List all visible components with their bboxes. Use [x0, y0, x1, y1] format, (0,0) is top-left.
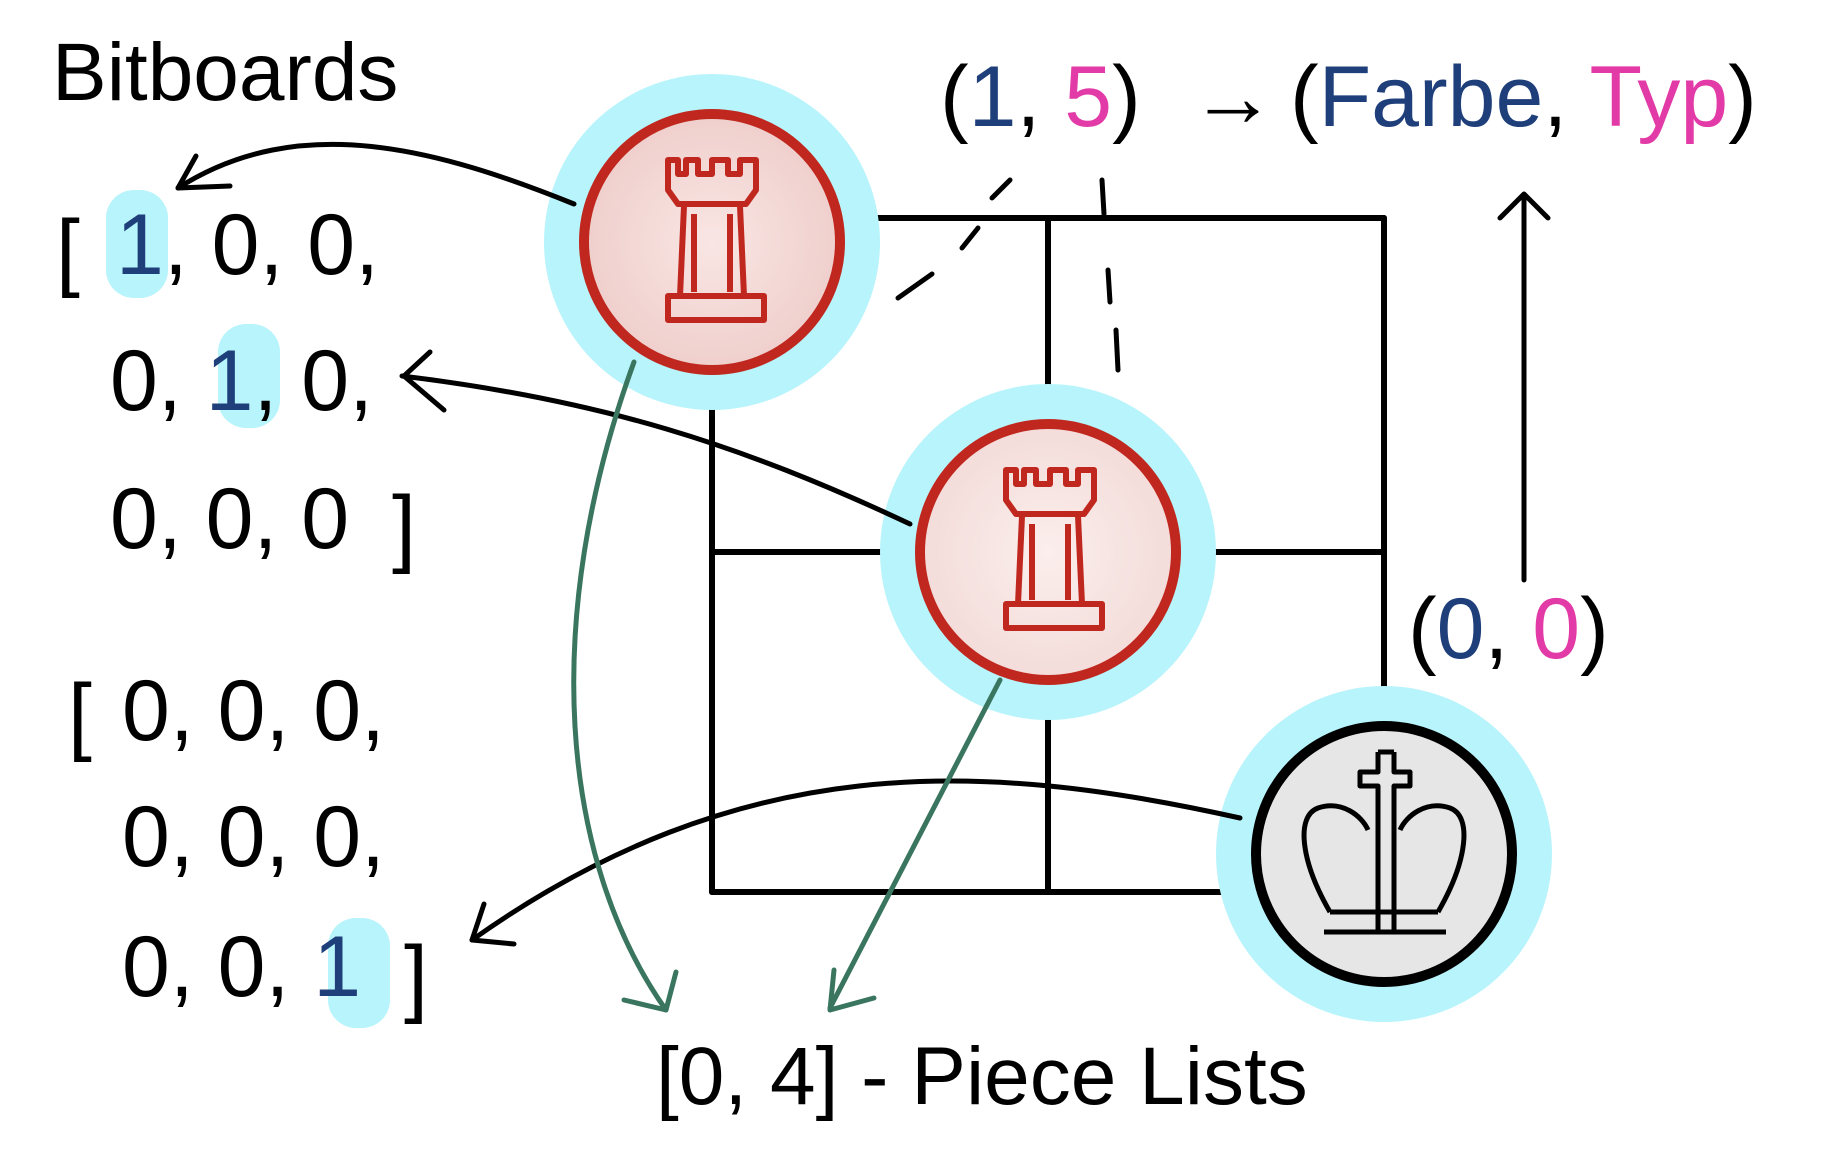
- bitboard-row: 0, 0, 1: [122, 919, 361, 1015]
- king-piece: [1216, 686, 1552, 1022]
- dashed-lines: [895, 177, 1121, 373]
- type-value: 0: [1532, 581, 1580, 677]
- bitboard-row: 0, 0, 0,: [122, 789, 385, 885]
- type-value: 5: [1064, 49, 1112, 145]
- bit-values: 0, 0,: [122, 919, 313, 1015]
- rook-icon: [1003, 467, 1105, 631]
- color-value: 0: [1437, 581, 1485, 677]
- bit-values: , 0,: [253, 333, 373, 429]
- paren: ): [1728, 49, 1757, 145]
- type-label: Typ: [1590, 49, 1729, 145]
- bit-one: 1: [206, 333, 254, 429]
- title: Bitboards: [52, 27, 398, 118]
- arrowhead: [827, 967, 877, 1013]
- bitboard-black: [ 0, 0, 0, 0, 0, 0, 0, 0, 1 ]: [68, 663, 428, 1028]
- encoding-top: (1, 5): [940, 49, 1141, 145]
- arrow-to-piece-list: [571, 359, 669, 1013]
- separator: ,: [1016, 49, 1064, 145]
- paren: ): [1580, 581, 1609, 677]
- mapping-arrow: →: [1190, 49, 1276, 145]
- separator: ,: [1484, 581, 1532, 677]
- piece-list-arrows: [571, 359, 1003, 1013]
- bit-values: 0,: [110, 333, 206, 429]
- arrow-to-piece-list: [827, 677, 1003, 1011]
- bracket-open: [: [56, 203, 80, 299]
- highlight-mark: [106, 190, 168, 298]
- bracket: ]: [816, 1031, 839, 1122]
- bitboard-row: 0, 1, 0,: [110, 333, 373, 429]
- piece-lists-label: [0, 4] - Piece Lists: [656, 1031, 1308, 1122]
- bitboard-red: [ 1, 0, 0, 0, 1, 0, 0, 0, 0 ]: [56, 190, 416, 575]
- arrowhead: [1497, 191, 1551, 221]
- paren: ): [1112, 49, 1141, 145]
- encoding-empty: (0, 0): [1408, 581, 1609, 677]
- arrowhead: [401, 349, 447, 413]
- paren: (: [1408, 581, 1437, 677]
- piece-lists-caption: - Piece Lists: [838, 1031, 1307, 1122]
- bit-one: 1: [116, 197, 164, 293]
- arrow-to-bitboard: [399, 373, 913, 527]
- arrow-to-bitboard: [175, 141, 577, 207]
- arrowhead: [175, 153, 233, 191]
- separator: ,: [1543, 49, 1589, 145]
- paren: (: [1290, 49, 1319, 145]
- dashed-line: [895, 177, 1013, 301]
- bracket: [: [656, 1031, 679, 1122]
- rook-piece-top: [544, 74, 880, 410]
- dashed-line: [1099, 177, 1121, 373]
- bracket-close: ]: [404, 929, 428, 1025]
- rook-piece-center: [880, 384, 1216, 720]
- rook-disc: [915, 419, 1181, 685]
- arrow-to-bitboard: [469, 778, 1243, 943]
- rook-icon: [665, 157, 767, 323]
- bitboard-arrows: [175, 141, 1551, 947]
- bitboard-row: 0, 0, 0,: [122, 663, 385, 759]
- highlight-mark: [218, 324, 280, 428]
- bit-values: , 0, 0,: [164, 197, 379, 293]
- king-disc: [1251, 721, 1517, 987]
- highlight-mark: [328, 918, 390, 1028]
- color-label: Farbe: [1319, 49, 1544, 145]
- rook-disc: [579, 109, 845, 375]
- bit-one: 1: [313, 919, 361, 1015]
- piece-list-values: 0, 4: [679, 1031, 816, 1122]
- encoding-legend: (Farbe, Typ): [1290, 49, 1757, 145]
- bitboard-row: 0, 0, 0: [110, 471, 349, 567]
- bitboard-row: 1, 0, 0,: [116, 197, 379, 293]
- paren: (: [940, 49, 969, 145]
- bracket-close: ]: [392, 479, 416, 575]
- king-icon: [1301, 749, 1467, 935]
- bracket-open: [: [68, 667, 92, 763]
- color-value: 1: [969, 49, 1017, 145]
- arrowhead: [469, 901, 517, 947]
- arrowhead: [621, 969, 679, 1013]
